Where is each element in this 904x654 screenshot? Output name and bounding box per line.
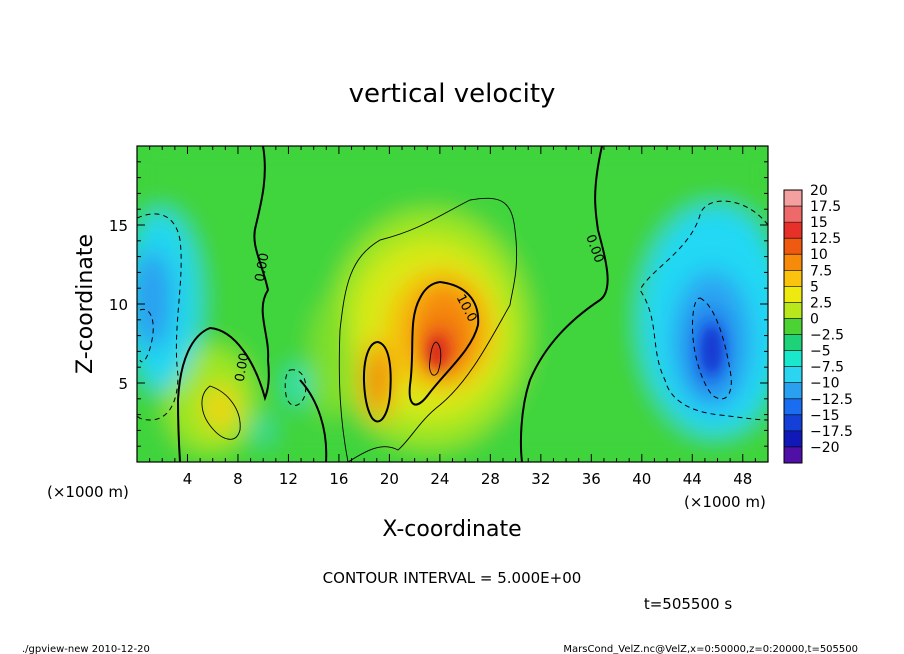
colorbar-swatch	[784, 398, 802, 416]
chart-title: vertical velocity	[349, 79, 556, 109]
colorbar-swatch	[784, 222, 802, 239]
program-info: ./gpview-new 2010-12-20	[22, 644, 150, 654]
contour-neg-right	[639, 200, 768, 421]
colorbar-swatch	[784, 254, 802, 271]
x-tick-label: 48	[733, 470, 752, 488]
x-tick-label: 24	[430, 470, 449, 488]
x-unit-right: (×1000 m)	[684, 493, 766, 511]
x-tick-label: 8	[233, 470, 243, 488]
colorbar-swatch	[784, 238, 802, 255]
contour-zero-inner	[299, 379, 328, 462]
x-unit-left: (×1000 m)	[47, 483, 129, 501]
contour-15	[429, 341, 442, 376]
contour-neg-small	[284, 369, 307, 406]
x-axis-ticks: 4 8 12 16 20 24 28 32 36 40 44 48	[149, 146, 756, 488]
x-tick-label: 32	[531, 470, 550, 488]
x-tick-label: 20	[380, 470, 399, 488]
colorbar-label: 12.5	[810, 231, 841, 247]
colorbar-label: 20	[810, 183, 828, 199]
contour-label-2: 0.00	[233, 352, 253, 383]
y-tick-label: 10	[109, 296, 128, 314]
colorbar-swatch	[784, 350, 802, 368]
heatmap-field: 0.00 0.00 0.00 10.0	[137, 146, 768, 462]
data-source: MarsCond_VelZ.nc@VelZ,x=0:50000,z=0:2000…	[563, 644, 858, 654]
colorbar-swatch	[784, 430, 802, 448]
colorbar-label: 5	[810, 279, 819, 295]
colorbar-swatch	[784, 270, 802, 287]
colorbar-label: −15	[810, 408, 840, 424]
colorbar-swatch	[784, 190, 802, 207]
colorbar-label: −17.5	[810, 424, 853, 440]
y-tick-label: 5	[118, 375, 128, 393]
colorbar-label: −10	[810, 376, 840, 392]
contour-5-main	[338, 197, 518, 462]
colorbar-label: −12.5	[810, 392, 853, 408]
x-axis-label: X-coordinate	[382, 517, 521, 542]
colorbar-label: 7.5	[810, 263, 832, 279]
x-tick-label: 4	[183, 470, 193, 488]
x-tick-label: 28	[481, 470, 500, 488]
colorbar-swatch	[784, 286, 802, 303]
y-tick-label: 15	[109, 217, 128, 235]
colorbar-swatch	[784, 302, 802, 319]
contour-label-1: 0.00	[253, 252, 273, 283]
time-stamp: t=505500 s	[644, 595, 732, 613]
y-axis-label: Z-coordinate	[73, 234, 98, 374]
contour-10-left	[363, 340, 392, 423]
colorbar-swatch	[784, 366, 802, 384]
y-axis-ticks: 5 10 15	[109, 161, 768, 447]
colorbar-swatch	[784, 318, 802, 336]
contour-neg-left-inner	[139, 308, 154, 363]
colorbar-label: −20	[810, 440, 840, 456]
contour-neg-right-inner	[691, 297, 732, 400]
contour-interval: CONTOUR INTERVAL = 5.000E+00	[323, 569, 582, 587]
x-tick-label: 12	[279, 470, 298, 488]
colorbar-label: 10	[810, 247, 828, 263]
colorbar-swatch	[784, 206, 802, 223]
colorbar-label: 2.5	[810, 295, 832, 311]
colorbar-swatch	[784, 382, 802, 400]
colorbar-label: 15	[810, 215, 828, 231]
contour-neg-left	[137, 213, 182, 421]
contour-5-small	[201, 385, 241, 440]
colorbar-label: −7.5	[810, 360, 844, 376]
colorbar-label: −2.5	[810, 328, 844, 344]
colorbar-swatch	[784, 414, 802, 432]
contour-zero-left	[176, 146, 270, 462]
colorbar-label: −5	[810, 344, 831, 360]
colorbar-swatch	[784, 446, 802, 464]
x-tick-label: 16	[329, 470, 348, 488]
colorbar-swatch	[784, 334, 802, 352]
colorbar-label: 0	[810, 311, 819, 327]
x-tick-label: 44	[683, 470, 702, 488]
contour-10-right	[408, 280, 480, 406]
contour-zero-mid	[519, 146, 609, 462]
colorbar-label: 17.5	[810, 199, 841, 215]
x-tick-label: 40	[632, 470, 651, 488]
x-tick-label: 36	[582, 470, 601, 488]
colorbar: 2017.51512.5107.552.50−2.5−5−7.5−10−12.5…	[783, 183, 853, 464]
